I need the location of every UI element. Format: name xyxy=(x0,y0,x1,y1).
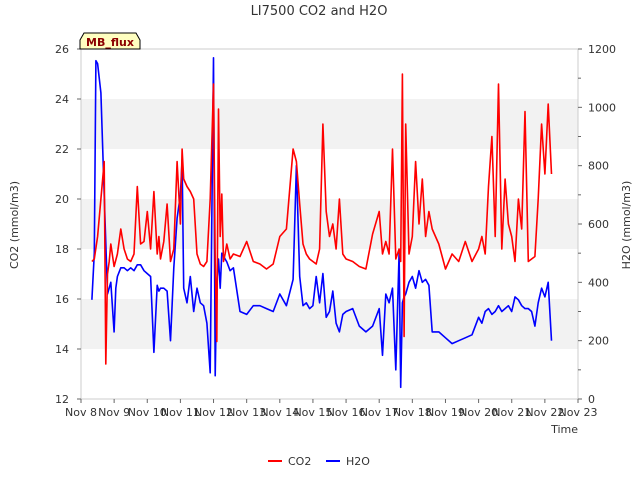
x-tick-label: Nov 13 xyxy=(227,406,266,419)
legend-label-h2o: H2O xyxy=(346,455,370,468)
x-tick-label: Nov 8 xyxy=(65,406,97,419)
series-lines xyxy=(91,56,553,389)
x-tick-label: Nov 22 xyxy=(525,406,564,419)
series-line-h2o xyxy=(91,56,553,389)
x-tick-label: Nov 19 xyxy=(426,406,465,419)
x-tick-label: Nov 21 xyxy=(492,406,531,419)
right-tick-label: 200 xyxy=(588,335,609,348)
x-tick-label: Nov 11 xyxy=(161,406,200,419)
x-tick-label: Nov 18 xyxy=(393,406,432,419)
right-tick-label: 0 xyxy=(588,393,595,406)
left-tick-label: 14 xyxy=(55,343,69,356)
x-tick-label: Nov 23 xyxy=(559,406,598,419)
badge-label: MB_flux xyxy=(86,36,134,49)
grid-band xyxy=(81,99,578,149)
x-tick-label: Nov 10 xyxy=(128,406,167,419)
left-tick-label: 24 xyxy=(55,93,69,106)
left-tick-label: 16 xyxy=(55,293,69,306)
left-tick-label: 12 xyxy=(55,393,69,406)
x-tick-label: Nov 15 xyxy=(293,406,332,419)
x-tick-label: Nov 14 xyxy=(260,406,299,419)
right-tick-label: 1200 xyxy=(588,43,616,56)
x-tick-label: Nov 16 xyxy=(327,406,366,419)
right-tick-label: 800 xyxy=(588,160,609,173)
left-tick-label: 22 xyxy=(55,143,69,156)
x-tick-label: Nov 9 xyxy=(98,406,130,419)
badge-box xyxy=(79,32,141,50)
left-axis-ticks: 12 14 16 18 20 22 24 26 xyxy=(55,43,81,406)
legend: CO2 H2O xyxy=(268,455,370,468)
right-axis-ticks: 0 200 400 600 800 1000 1200 xyxy=(578,43,616,406)
x-tick-label: Nov 20 xyxy=(459,406,498,419)
left-tick-label: 20 xyxy=(55,193,69,206)
y-axis-label-right: H2O (mmol/m3) xyxy=(620,181,633,270)
right-tick-label: 600 xyxy=(588,218,609,231)
x-tick-label: Nov 12 xyxy=(194,406,233,419)
left-tick-label: 18 xyxy=(55,243,69,256)
right-tick-label: 400 xyxy=(588,276,609,289)
right-tick-label: 1000 xyxy=(588,101,616,114)
badge: MB_flux xyxy=(79,32,141,50)
x-tick-label: Nov 17 xyxy=(360,406,399,419)
chart-title: LI7500 CO2 and H2O xyxy=(251,4,388,19)
left-tick-label: 26 xyxy=(55,43,69,56)
y-axis-label-left: CO2 (mmol/m3) xyxy=(8,181,21,269)
legend-label-co2: CO2 xyxy=(288,455,311,468)
series-line-co2 xyxy=(91,73,553,365)
x-axis-label: Time xyxy=(550,423,578,436)
